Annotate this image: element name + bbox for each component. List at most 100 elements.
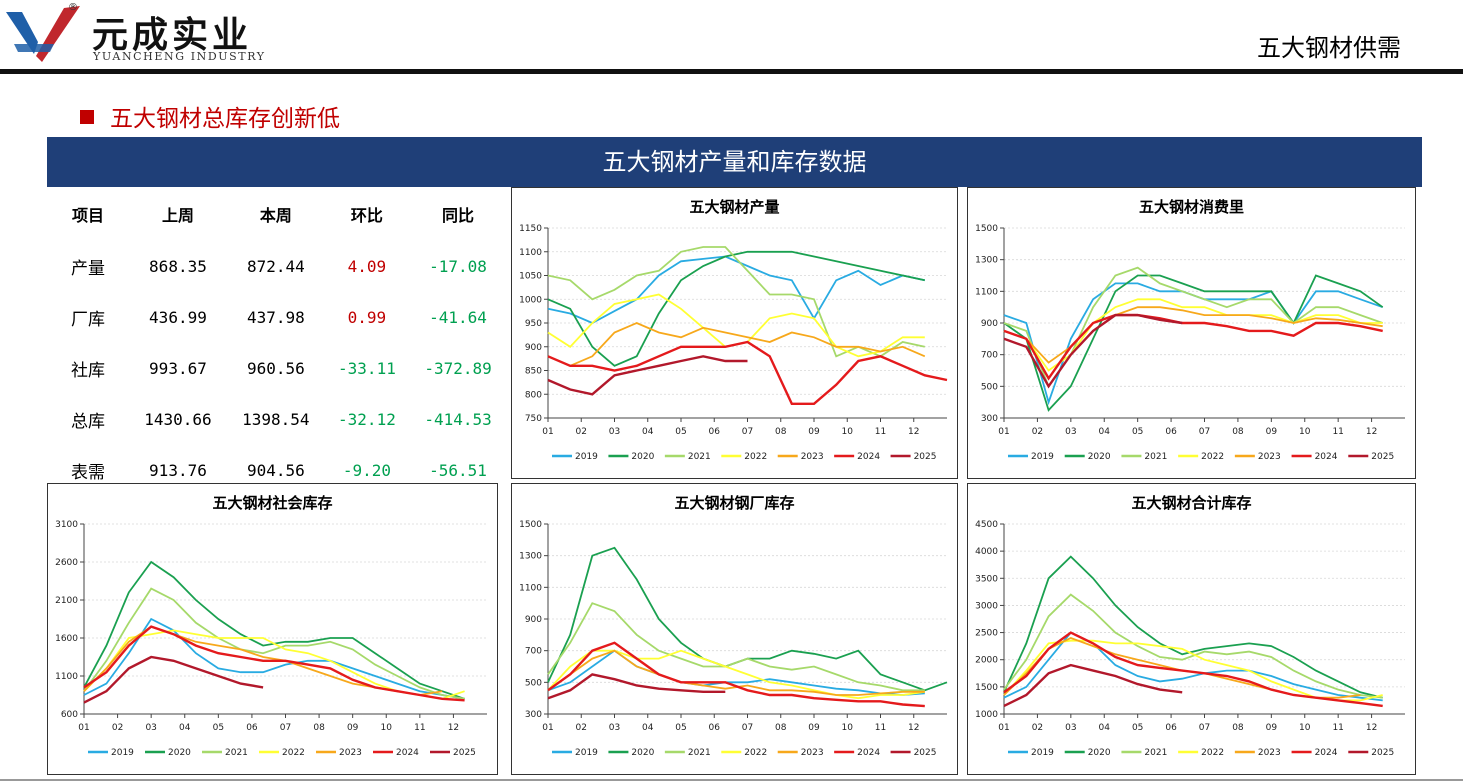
x-tick-label: 03 [1065,427,1076,437]
x-tick-label: 02 [1032,427,1043,437]
legend-label-2024: 2024 [396,748,419,758]
series-line-2021 [83,587,465,700]
chart-svg: 五大钢材产量 750 800 850 900 950 1000 1050 1100 1150 01 0… [519,198,948,462]
summary-table: 项目 上周 本周 环比 同比 产量 868.35 872.44 4.09 -17… [47,187,507,483]
x-tick-label: 11 [1332,427,1343,437]
series-line-2019 [547,255,925,324]
series-line-2025 [1003,313,1183,389]
series-line-2022 [1003,298,1383,372]
cell-wow: -33.11 [338,359,396,378]
series-line-2019 [1003,282,1384,406]
y-tick-label: 850 [525,367,542,377]
y-tick-label: 4500 [975,520,998,530]
series-line-2021 [547,246,925,358]
legend-label-2024: 2024 [1315,452,1338,462]
chart-svg: 五大钢材社会库存 600 1100 1600 2100 2600 3100 01 02 03 04 0… [55,494,487,758]
legend-label-2021: 2021 [688,452,711,462]
x-tick-label: 02 [1032,723,1043,733]
y-tick-label: 500 [525,678,542,688]
banner: 五大钢材产量和库存数据 [47,137,1422,187]
y-tick-label: 1000 [519,295,542,305]
legend-label-2021: 2021 [1144,452,1167,462]
series-line-2024 [1003,631,1383,708]
cell-yoy: -41.64 [429,308,487,327]
x-tick-label: 12 [1366,723,1377,733]
legend-label-2025: 2025 [914,452,937,462]
x-tick-label: 09 [1266,723,1278,733]
series-line-2021 [547,602,925,692]
x-tick-label: 10 [1299,723,1311,733]
cell-this-week: 872.44 [246,257,305,276]
cell-yoy: -372.89 [424,359,492,378]
table-row: 产量 868.35 872.44 4.09 -17.08 [47,241,507,292]
y-tick-label: 900 [981,319,998,329]
series-line-2019 [1003,631,1383,702]
series-line-2025 [547,673,726,700]
legend-label-2025: 2025 [1371,452,1394,462]
table-row: 总库 1430.66 1398.54 -32.12 -414.53 [47,394,507,445]
legend-label-2021: 2021 [1144,748,1167,758]
footer-divider [0,779,1463,781]
series-line-2022 [547,649,925,700]
row-label: 社库 [71,361,105,381]
y-tick-label: 700 [525,647,542,657]
legend-label-2025: 2025 [453,748,476,758]
series-line-2020 [83,560,465,700]
legend-label-2020: 2020 [168,748,191,758]
y-tick-label: 700 [981,351,998,361]
chart-title: 五大钢材社会库存 [212,494,332,512]
x-tick-label: 09 [1266,427,1278,437]
series-line-2023 [1003,637,1361,699]
y-tick-label: 3000 [975,601,998,611]
x-tick-label: 09 [808,427,820,437]
chart-svg: 五大钢材钢厂库存 300 500 700 900 1100 1300 1500 01 02 03 04… [519,494,948,758]
x-tick-label: 03 [145,723,156,733]
legend-label-2025: 2025 [1371,748,1394,758]
chart-title: 五大钢材产量 [689,198,779,216]
y-tick-label: 800 [525,390,542,400]
table-header-row: 项目 上周 本周 环比 同比 [47,187,507,241]
x-tick-label: 04 [642,427,654,437]
x-tick-label: 10 [1299,427,1311,437]
header: ® 元成实业 YUANCHENG INDUSTRY 五大钢材供需 [0,0,1463,72]
row-label: 厂库 [71,310,105,330]
legend-label-2022: 2022 [1201,748,1224,758]
series-line-2024 [83,625,465,702]
x-tick-label: 05 [1132,723,1143,733]
x-tick-label: 10 [842,427,854,437]
bullet-square-icon [80,110,94,124]
x-tick-label: 06 [709,723,721,733]
y-tick-label: 600 [61,710,78,720]
table-row: 厂库 436.99 437.98 0.99 -41.64 [47,292,507,343]
legend-label-2023: 2023 [1258,748,1281,758]
x-tick-label: 10 [381,723,393,733]
x-tick-label: 01 [998,427,1009,437]
x-tick-label: 01 [78,723,89,733]
y-tick-label: 1100 [55,672,78,682]
series-line-2020 [547,546,948,692]
x-tick-label: 01 [542,723,553,733]
series-line-2019 [83,617,465,700]
x-tick-label: 02 [576,427,587,437]
cell-last-week: 436.99 [149,308,207,327]
legend-label-2024: 2024 [1315,748,1338,758]
x-tick-label: 03 [1065,723,1076,733]
cell-wow: 4.09 [347,257,387,276]
y-tick-label: 3100 [55,520,78,530]
series-line-2020 [547,250,925,367]
legend-label-2019: 2019 [1031,452,1054,462]
chart-mill-inventory: 五大钢材钢厂库存 300 500 700 900 1100 1300 1500 01 02 03 04… [511,483,958,775]
row-label: 产量 [71,259,105,279]
section-title: 五大钢材总库存创新低 [110,106,340,132]
y-tick-label: 4000 [975,547,998,557]
x-tick-label: 06 [709,427,721,437]
legend-label-2025: 2025 [914,748,937,758]
page-title: 五大钢材供需 [1257,34,1401,62]
cell-yoy: -414.53 [424,410,492,429]
x-tick-label: 12 [908,723,919,733]
x-tick-label: 01 [998,723,1009,733]
x-tick-label: 06 [1165,427,1177,437]
cell-last-week: 993.67 [149,359,207,378]
chart-total-inventory: 五大钢材合计库存 1000 1500 2000 2500 3000 3500 4000 4500… [967,483,1416,775]
x-tick-label: 05 [675,723,686,733]
